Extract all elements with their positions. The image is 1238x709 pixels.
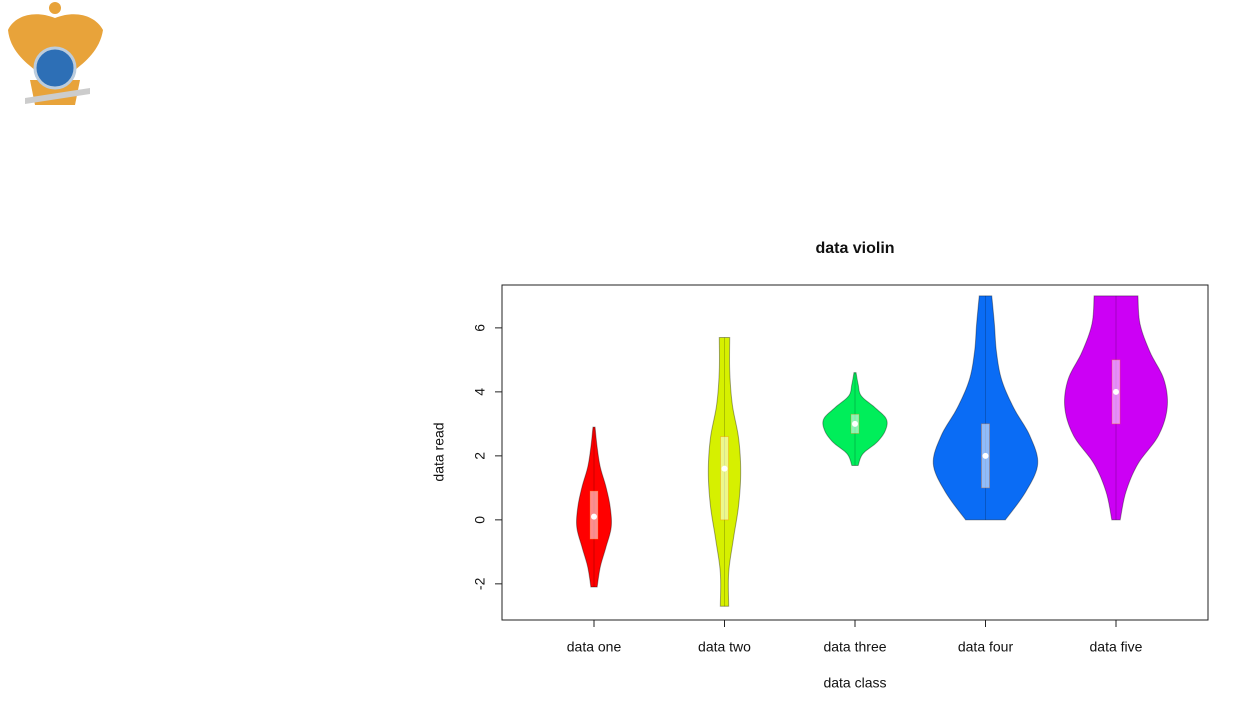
chart-title: data violin bbox=[815, 240, 894, 257]
violin bbox=[932, 295, 1039, 521]
median-dot bbox=[721, 465, 728, 472]
median-dot bbox=[852, 420, 858, 427]
x-axis-label: data class bbox=[823, 675, 886, 691]
y-tick-label: 0 bbox=[472, 516, 488, 524]
y-tick-label: 2 bbox=[472, 452, 488, 460]
logo bbox=[8, 2, 103, 105]
median-dot bbox=[591, 513, 598, 520]
x-tick-label: data four bbox=[958, 639, 1014, 655]
x-tick-label: data one bbox=[567, 639, 622, 655]
median-dot bbox=[1112, 388, 1119, 395]
y-tick-label: -2 bbox=[472, 577, 488, 590]
y-tick-label: 6 bbox=[472, 324, 488, 332]
x-tick-label: data three bbox=[823, 639, 886, 655]
y-tick-label: 4 bbox=[472, 388, 488, 396]
y-axis-label: data read bbox=[431, 422, 447, 481]
x-tick-label: data two bbox=[698, 639, 751, 655]
median-dot bbox=[982, 452, 989, 459]
quartile-box bbox=[720, 436, 729, 521]
x-tick-label: data five bbox=[1090, 639, 1143, 655]
